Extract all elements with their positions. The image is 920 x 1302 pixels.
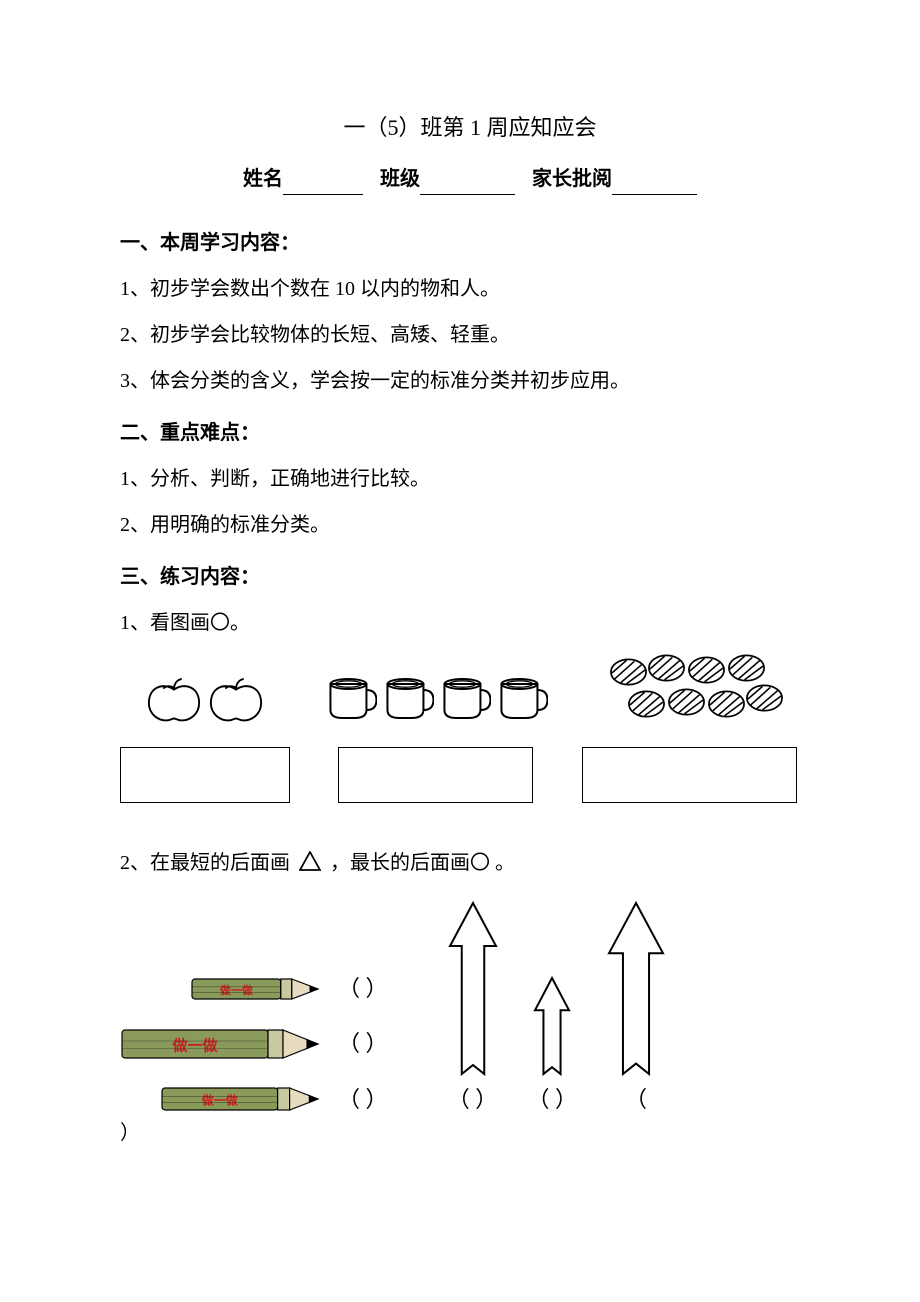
candy-icon [687, 655, 726, 685]
pencil-line: 做一做 （ ） [120, 1026, 388, 1061]
pencil-line: 做一做 （ ） [160, 1082, 388, 1117]
arrow-group: （ [607, 901, 665, 1117]
answer-paren[interactable]: （ ） [338, 1026, 388, 1061]
cup-icon [438, 676, 491, 722]
candy-icon [745, 683, 784, 713]
candy-icon [667, 687, 706, 717]
section1-item: 2、初步学会比较物体的长短、高矮、轻重。 [120, 319, 820, 351]
svg-text:做一做: 做一做 [201, 1092, 239, 1107]
section3-header: 三、练习内容： [120, 561, 820, 593]
section1-item: 3、体会分类的含义，学会按一定的标准分类并初步应用。 [120, 365, 820, 397]
page-title: 一（5）班第 1 周应知应会 [120, 110, 820, 145]
candy-icon [727, 653, 766, 683]
q1-cups-group [324, 663, 548, 803]
cup-icon [495, 676, 548, 722]
parent-label: 家长批阅 [532, 168, 612, 190]
answer-paren[interactable]: （ ） [338, 1082, 388, 1117]
candies-holder [599, 653, 779, 735]
arrow-group: （ ） [528, 976, 578, 1117]
section1-item: 1、初步学会数出个数在 10 以内的物和人。 [120, 273, 820, 305]
q2-label: 2、在最短的后面画 ，最长的后面画〇 。 [120, 847, 820, 880]
section1-header: 一、本周学习内容： [120, 227, 820, 259]
name-label: 姓名 [243, 168, 283, 190]
section2-item: 1、分析、判断，正确地进行比较。 [120, 463, 820, 495]
class-blank[interactable] [420, 173, 515, 195]
candy-icon [627, 689, 666, 719]
answer-box[interactable] [582, 747, 797, 803]
info-line: 姓名 班级 家长批阅 [120, 163, 820, 195]
q1-row [120, 653, 820, 803]
pencil-icon: 做一做 [190, 978, 320, 1000]
answer-paren[interactable]: （ [625, 1082, 647, 1117]
up-arrow-icon [533, 976, 571, 1076]
answer-paren[interactable]: （ ） [338, 971, 388, 1006]
q2-row: 做一做 （ ） 做一做 （ ） 做一做 （ ） （ ） （ ） （ [120, 901, 820, 1117]
cup-icon [324, 676, 377, 722]
cup-icon [381, 676, 434, 722]
candy-icon [707, 689, 746, 719]
q1-apples-group [120, 663, 290, 803]
section2-header: 二、重点难点： [120, 417, 820, 449]
apples-holder [145, 663, 265, 735]
candy-icon [647, 653, 686, 683]
class-label: 班级 [380, 168, 420, 190]
q2-suffix: ，最长的后面画〇 。 [330, 852, 515, 874]
pencil-icon: 做一做 [160, 1087, 320, 1111]
svg-text:做一做: 做一做 [219, 983, 254, 997]
triangle-icon [299, 849, 321, 881]
answer-paren[interactable]: （ ） [528, 1082, 578, 1117]
svg-text:做一做: 做一做 [171, 1037, 218, 1055]
answer-paren[interactable]: （ ） [448, 1082, 498, 1117]
arrows-column: （ ） （ ） （ [448, 901, 666, 1117]
pencils-column: 做一做 （ ） 做一做 （ ） 做一做 （ ） [120, 971, 388, 1117]
q1-candies-group [582, 653, 797, 803]
parent-blank[interactable] [612, 173, 697, 195]
apple-icon [207, 676, 265, 722]
name-blank[interactable] [283, 173, 363, 195]
candy-icon [609, 657, 648, 687]
section2-item: 2、用明确的标准分类。 [120, 509, 820, 541]
q2-prefix: 2、在最短的后面画 [120, 852, 290, 874]
pencil-line: 做一做 （ ） [190, 971, 388, 1006]
answer-box[interactable] [120, 747, 290, 803]
up-arrow-icon [607, 901, 665, 1076]
pencil-icon: 做一做 [120, 1029, 320, 1059]
q1-label: 1、看图画〇。 [120, 607, 820, 639]
cups-holder [324, 663, 548, 735]
apple-icon [145, 676, 203, 722]
arrow-group: （ ） [448, 901, 498, 1117]
answer-box[interactable] [338, 747, 533, 803]
up-arrow-icon [448, 901, 498, 1076]
q2-trailing-paren: ） [120, 1117, 820, 1149]
